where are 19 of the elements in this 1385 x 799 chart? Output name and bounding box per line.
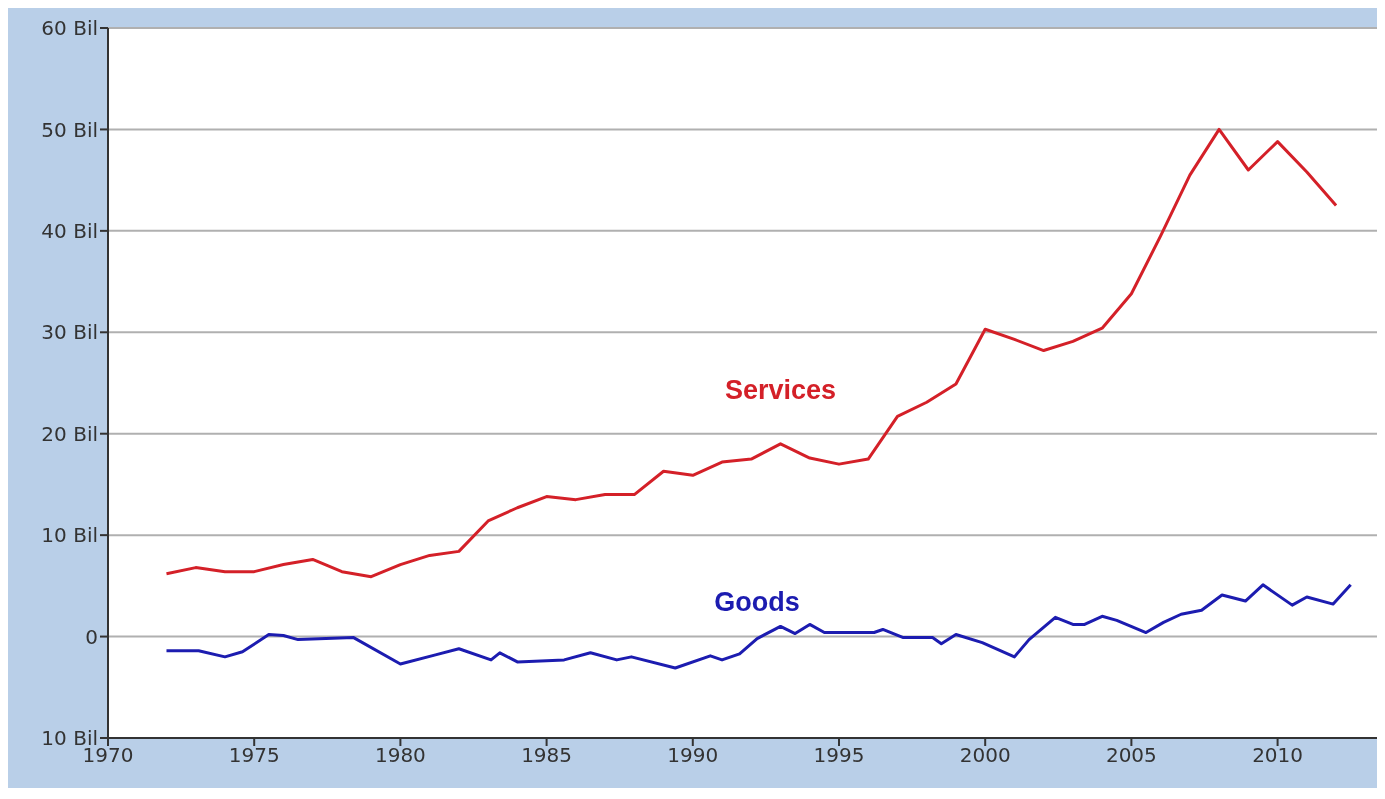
y-tick-label: 20 Bil (41, 421, 98, 446)
series-label: Goods (714, 586, 800, 617)
y-tick-label: 10 Bil (41, 523, 98, 548)
line-series (164, 583, 1353, 670)
y-tick-label: 60 Bil (41, 16, 98, 41)
line-series (164, 127, 1338, 579)
x-tick-label: 1975 (228, 743, 280, 768)
x-tick-label: 2000 (959, 743, 1011, 768)
x-tick-label: 1985 (521, 743, 573, 768)
x-tick-label: 2010 (1252, 743, 1304, 768)
y-tick-label: 50 Bil (41, 117, 98, 142)
text: Services (724, 374, 837, 405)
x-tick-label: 1990 (667, 743, 719, 768)
x-tick-label: 1995 (813, 743, 865, 768)
x-tick-label: 2005 (1105, 743, 1157, 768)
y-tick-label: 40 Bil (41, 218, 98, 243)
y-tick-label: 0 (85, 624, 98, 649)
y-tick-label: 30 Bil (41, 320, 98, 345)
x-tick-label: 1980 (374, 743, 426, 768)
